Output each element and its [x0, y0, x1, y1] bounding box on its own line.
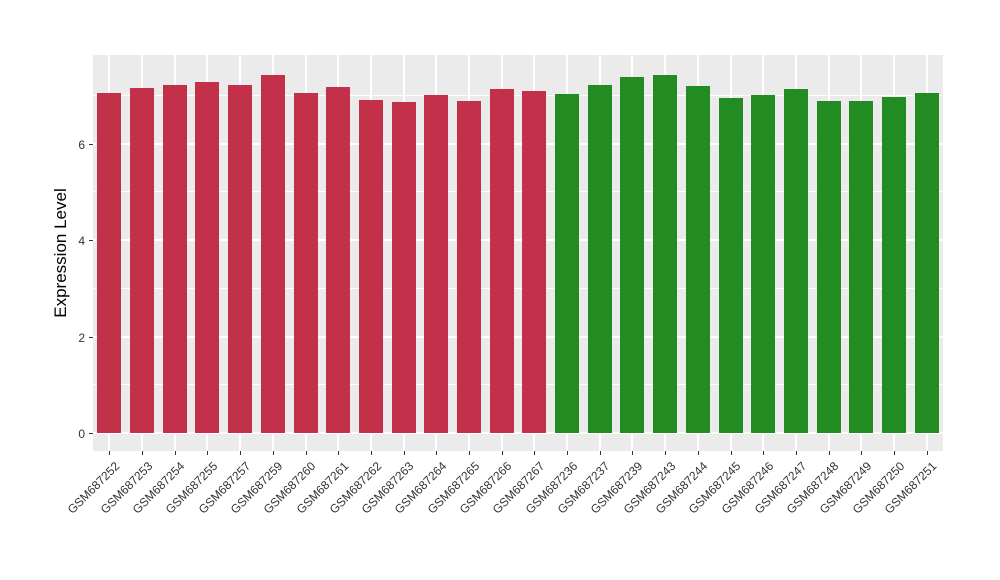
bar-GSM687250 — [881, 97, 906, 433]
x-axis-tick — [370, 451, 372, 455]
y-axis-tick — [89, 143, 93, 145]
x-axis-tick — [174, 451, 176, 455]
bar-GSM687260 — [293, 92, 318, 433]
gridline-major — [93, 335, 943, 338]
x-axis-tick — [665, 451, 667, 455]
bar-GSM687244 — [685, 86, 710, 433]
x-axis-tick — [893, 451, 895, 455]
gridline-minor — [93, 287, 943, 289]
x-axis-tick — [501, 451, 503, 455]
bar-GSM687239 — [620, 76, 645, 433]
bar-GSM687261 — [326, 87, 351, 433]
x-axis-tick — [567, 451, 569, 455]
bar-GSM687248 — [816, 101, 841, 433]
x-axis-tick — [207, 451, 209, 455]
bar-GSM687237 — [587, 85, 612, 433]
bar-GSM687254 — [162, 84, 187, 433]
gridline-major — [93, 142, 943, 145]
bar-GSM687249 — [849, 101, 874, 433]
y-axis-tick — [89, 433, 93, 434]
gridline-minor — [93, 94, 943, 96]
x-axis-tick — [828, 451, 830, 455]
bar-GSM687247 — [783, 89, 808, 433]
x-axis-tick — [338, 451, 340, 455]
x-axis-tick — [861, 451, 863, 455]
bar-GSM687264 — [424, 95, 449, 433]
bar-GSM687255 — [195, 81, 220, 433]
x-axis-tick — [926, 451, 928, 455]
x-axis-tick — [436, 451, 438, 455]
bar-GSM687265 — [456, 100, 481, 433]
x-axis-tick — [272, 451, 274, 455]
bar-GSM687263 — [391, 102, 416, 433]
x-axis-tick — [697, 451, 699, 455]
x-axis-tick — [305, 451, 307, 455]
y-axis-tick-label: 4 — [78, 234, 85, 248]
bar-GSM687245 — [718, 97, 743, 433]
bar-GSM687243 — [653, 74, 678, 433]
x-axis-tick — [468, 451, 470, 455]
x-axis-tick — [240, 451, 242, 455]
gridline-major — [93, 432, 943, 434]
x-axis-tick — [534, 451, 536, 455]
bar-GSM687259 — [260, 74, 285, 433]
x-axis-tick — [403, 451, 405, 455]
bar-GSM687246 — [751, 94, 776, 433]
bar-GSM687251 — [914, 92, 939, 433]
x-axis-tick — [730, 451, 732, 455]
x-axis-tick — [795, 451, 797, 455]
bar-GSM687267 — [522, 91, 547, 433]
x-axis-tick — [599, 451, 601, 455]
x-axis-tick — [763, 451, 765, 455]
gridline-minor — [93, 191, 943, 193]
x-axis-tick — [142, 451, 144, 455]
y-axis-tick-label: 2 — [78, 330, 85, 345]
y-axis-title: Expression Level — [51, 188, 70, 318]
x-axis-tick — [632, 451, 634, 455]
bar-GSM687262 — [358, 100, 383, 433]
bar-GSM687252 — [97, 93, 122, 433]
y-axis-tick-label: 0 — [78, 427, 85, 441]
bar-GSM687253 — [130, 88, 155, 433]
y-axis-tick — [89, 240, 93, 241]
gridline-minor — [93, 384, 943, 386]
gridline-major — [93, 239, 943, 241]
x-axis-tick — [109, 451, 111, 455]
y-axis-tick-label: 6 — [78, 137, 85, 152]
plot-panel — [93, 55, 943, 451]
bar-GSM687236 — [555, 93, 580, 433]
bar-GSM687257 — [228, 84, 253, 433]
y-axis-tick — [89, 336, 93, 338]
bar-GSM687266 — [489, 89, 514, 433]
